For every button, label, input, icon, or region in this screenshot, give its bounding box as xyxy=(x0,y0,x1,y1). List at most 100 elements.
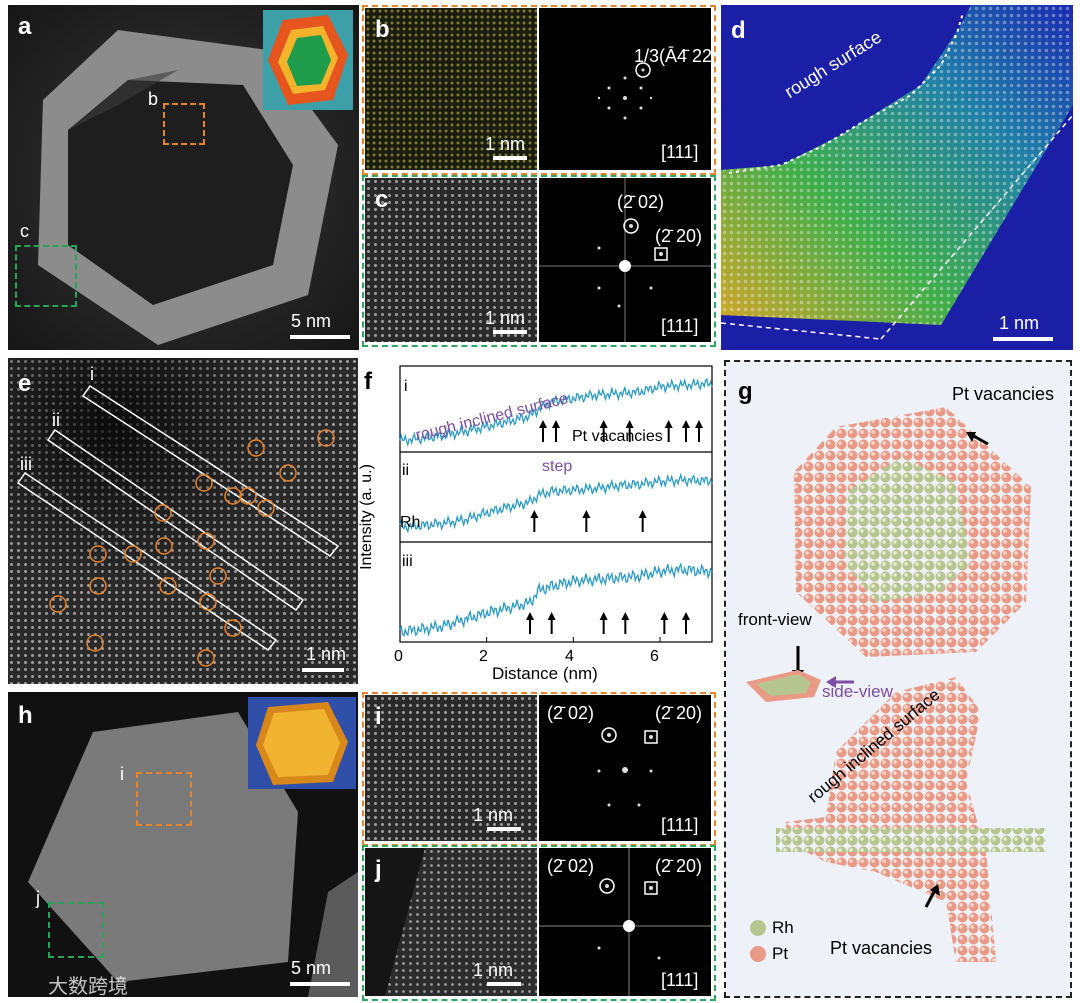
scale-label-i: 1 nm xyxy=(473,805,514,825)
panel-label-e: e xyxy=(18,370,32,397)
vacancy-arrowhead xyxy=(625,420,634,428)
panel-label-d: d xyxy=(731,17,746,44)
panel-j-fft: (2̄ 02) (2̄ 20) [111] xyxy=(539,848,711,996)
vacancy-arrowhead xyxy=(664,420,673,428)
scale-bar-j xyxy=(487,982,521,986)
scale-label-j: 1 nm xyxy=(473,960,514,980)
scale-label-h: 5 nm xyxy=(291,958,332,978)
series-i-line xyxy=(399,377,713,448)
vacancy-arrowhead xyxy=(695,420,703,428)
watermark: 大数跨境 xyxy=(48,974,128,997)
panel-j-frame xyxy=(362,845,716,1001)
line-label-ii: ii xyxy=(52,410,60,430)
panel-label-c: c xyxy=(375,186,389,213)
panel-b-fft: 1/3(Ā4̄ 22) [111] xyxy=(539,8,711,170)
vacancy-arrowhead xyxy=(599,420,608,428)
vacancy-arrowhead xyxy=(582,510,591,518)
vacancy-arrowhead xyxy=(547,612,556,620)
panel-label-i: i xyxy=(375,703,382,730)
vacancy-arrowhead xyxy=(621,612,630,620)
sub-label-ii: ii xyxy=(402,462,410,479)
panel-e-overlay xyxy=(8,358,358,684)
region-box-b xyxy=(163,103,205,145)
panel-a: a b c 5 nm xyxy=(8,5,359,350)
fft-b xyxy=(597,62,653,120)
sub-label-iii: iii xyxy=(402,553,413,570)
fft-c-zone: [111] xyxy=(661,316,699,336)
panel-i-fft: (2̄ 02) (2̄ 20) [111] xyxy=(539,695,711,841)
fft-j xyxy=(539,848,711,996)
panel-label-a: a xyxy=(18,13,32,40)
panel-d-image xyxy=(721,5,1073,340)
region-label-b: b xyxy=(148,89,159,109)
fft-j-spot1: (2̄ 02) xyxy=(547,856,595,876)
panel-c-image: c 1 nm xyxy=(365,178,537,342)
series-ii-line xyxy=(399,472,713,534)
chart-frame xyxy=(399,365,713,643)
region-box-j xyxy=(48,902,104,958)
side-view-label: side-view xyxy=(822,682,893,701)
profile-chart xyxy=(399,365,713,643)
fft-i-zone: [111] xyxy=(661,815,699,835)
sub-label-i: i xyxy=(404,378,408,395)
pt-vacancies-bottom: Pt vacancies xyxy=(830,938,933,958)
scale-bar-h xyxy=(290,982,350,986)
scale-bar-d xyxy=(993,337,1053,341)
fft-c xyxy=(539,178,711,342)
scale-label-c: 1 nm xyxy=(485,308,526,328)
front-view-label: front-view xyxy=(738,610,812,629)
vacancy-arrowhead xyxy=(682,612,690,620)
fft-i-spot1: (2̄ 02) xyxy=(547,703,595,723)
scale-label-a: 5 nm xyxy=(291,311,332,331)
panel-g: g Pt vacancies front-view side-view roug… xyxy=(724,360,1072,998)
panel-label-h: h xyxy=(18,702,33,729)
inset-a xyxy=(263,10,353,110)
panel-e: e i ii iii 1 nm xyxy=(8,358,358,684)
scale-bar-i xyxy=(487,827,521,831)
tick-x-6: 6 xyxy=(650,648,659,665)
panel-c-frame xyxy=(362,175,716,347)
fft-j-zone: [111] xyxy=(661,970,699,990)
panel-b-frame xyxy=(362,5,716,175)
vacancy-arrowhead xyxy=(682,420,690,428)
pt-vacancies-top: Pt vacancies xyxy=(952,384,1055,404)
scale-bar-c xyxy=(493,330,527,334)
line-label-iii: iii xyxy=(20,454,32,474)
chart-ylabel: Intensity (a. u.) xyxy=(357,464,375,570)
fft-i-spot2: (2̄ 20) xyxy=(655,703,703,723)
panel-b-image: b 1 nm xyxy=(365,8,537,170)
fft-i xyxy=(597,727,658,807)
region-label-i: i xyxy=(120,764,124,784)
scale-bar-b xyxy=(493,156,527,160)
legend-pt: Pt xyxy=(772,944,789,963)
region-box-c xyxy=(15,245,77,307)
vacancy-arrowhead xyxy=(530,510,539,518)
vacancy-arrowhead xyxy=(599,612,608,620)
panel-label-f: f xyxy=(364,368,372,395)
fft-c-spot1: (2̄ 02) xyxy=(617,192,665,212)
legend-rh: Rh xyxy=(772,918,794,937)
panel-i-image: i 1 nm xyxy=(365,695,537,841)
panel-label-j: j xyxy=(375,856,382,883)
vacancy-arrowhead xyxy=(526,612,534,620)
line-label-i: i xyxy=(90,364,94,384)
scale-bar-a xyxy=(290,335,350,339)
scale-label-e: 1 nm xyxy=(306,644,347,664)
inset-h xyxy=(248,697,356,789)
fft-c-spot2: (2̄ 20) xyxy=(655,226,703,246)
ann-rh: Rh xyxy=(400,514,421,531)
tick-x-0: 0 xyxy=(394,648,403,665)
tick-x-4: 4 xyxy=(565,648,574,665)
region-box-i xyxy=(136,772,192,826)
fft-b-zone: [111] xyxy=(661,142,699,162)
vacancy-arrowhead xyxy=(552,420,560,428)
panel-j-image: j 1 nm xyxy=(365,848,537,996)
atomic-model xyxy=(746,407,1046,962)
scale-bar-e xyxy=(302,668,344,672)
panel-f: f Intensity (a. u.) Distance (nm) 0 2 4 … xyxy=(358,358,717,688)
ann-pt-vacancies: Pt vacancies xyxy=(572,428,663,445)
region-label-c: c xyxy=(20,221,29,241)
panel-h: h i j 5 nm 大数跨境 xyxy=(8,692,358,997)
scale-label-b: 1 nm xyxy=(485,134,526,154)
tick-x-2: 2 xyxy=(479,648,488,665)
